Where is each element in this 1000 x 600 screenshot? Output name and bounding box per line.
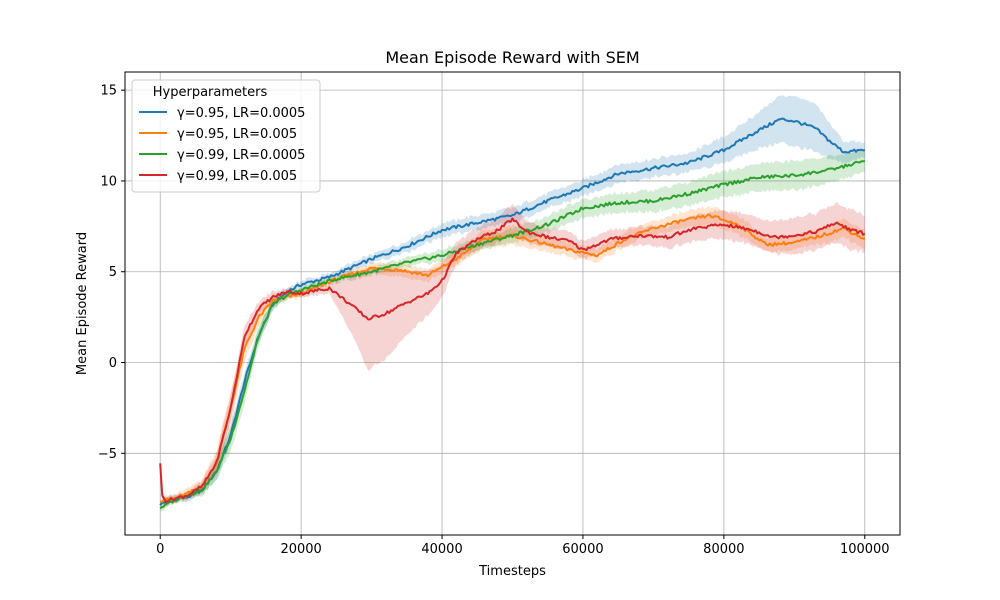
legend-label: γ=0.99, LR=0.0005	[177, 148, 305, 163]
legend-box	[131, 79, 321, 193]
plot-frame	[124, 71, 901, 536]
chart-title: Mean Episode Reward with SEM	[385, 48, 639, 67]
x-tick-label: 0	[156, 542, 164, 557]
x-tick-label: 100000	[840, 542, 890, 557]
y-tick-label: 15	[100, 84, 117, 99]
legend: Hyperparameters γ=0.95, LR=0.0005γ=0.95,…	[131, 79, 321, 193]
x-tick-label: 60000	[562, 542, 603, 557]
y-tick-label: 10	[100, 174, 117, 189]
x-tick-label: 20000	[280, 542, 321, 557]
y-axis-label: Mean Episode Reward	[75, 232, 90, 375]
sem-band	[160, 95, 865, 510]
series-line	[159, 217, 866, 503]
x-tick-label: 40000	[421, 542, 462, 557]
legend-label: γ=0.95, LR=0.005	[177, 127, 297, 142]
legend-label: γ=0.99, LR=0.005	[177, 169, 297, 184]
sem-band	[160, 149, 865, 512]
legend-title: Hyperparameters	[153, 85, 268, 100]
series-lines	[159, 117, 866, 510]
y-tick-label: 0	[109, 356, 117, 371]
series-line	[160, 213, 866, 503]
sem-band	[160, 201, 865, 507]
legend-items: γ=0.95, LR=0.0005 γ=0.95, LR=0.005 γ=0.99,…	[139, 106, 305, 184]
y-tick-label: 5	[109, 265, 117, 280]
y-tick-label: −5	[98, 447, 117, 462]
ticks: 0 20000 40000 60000 80000 100000 −5 0 5 10 15	[98, 84, 890, 557]
legend-label: γ=0.95, LR=0.0005	[177, 106, 305, 121]
sem-band	[160, 205, 865, 506]
series-line	[159, 160, 865, 510]
x-axis-label: Timesteps	[478, 564, 546, 579]
x-tick-label: 80000	[703, 542, 744, 557]
